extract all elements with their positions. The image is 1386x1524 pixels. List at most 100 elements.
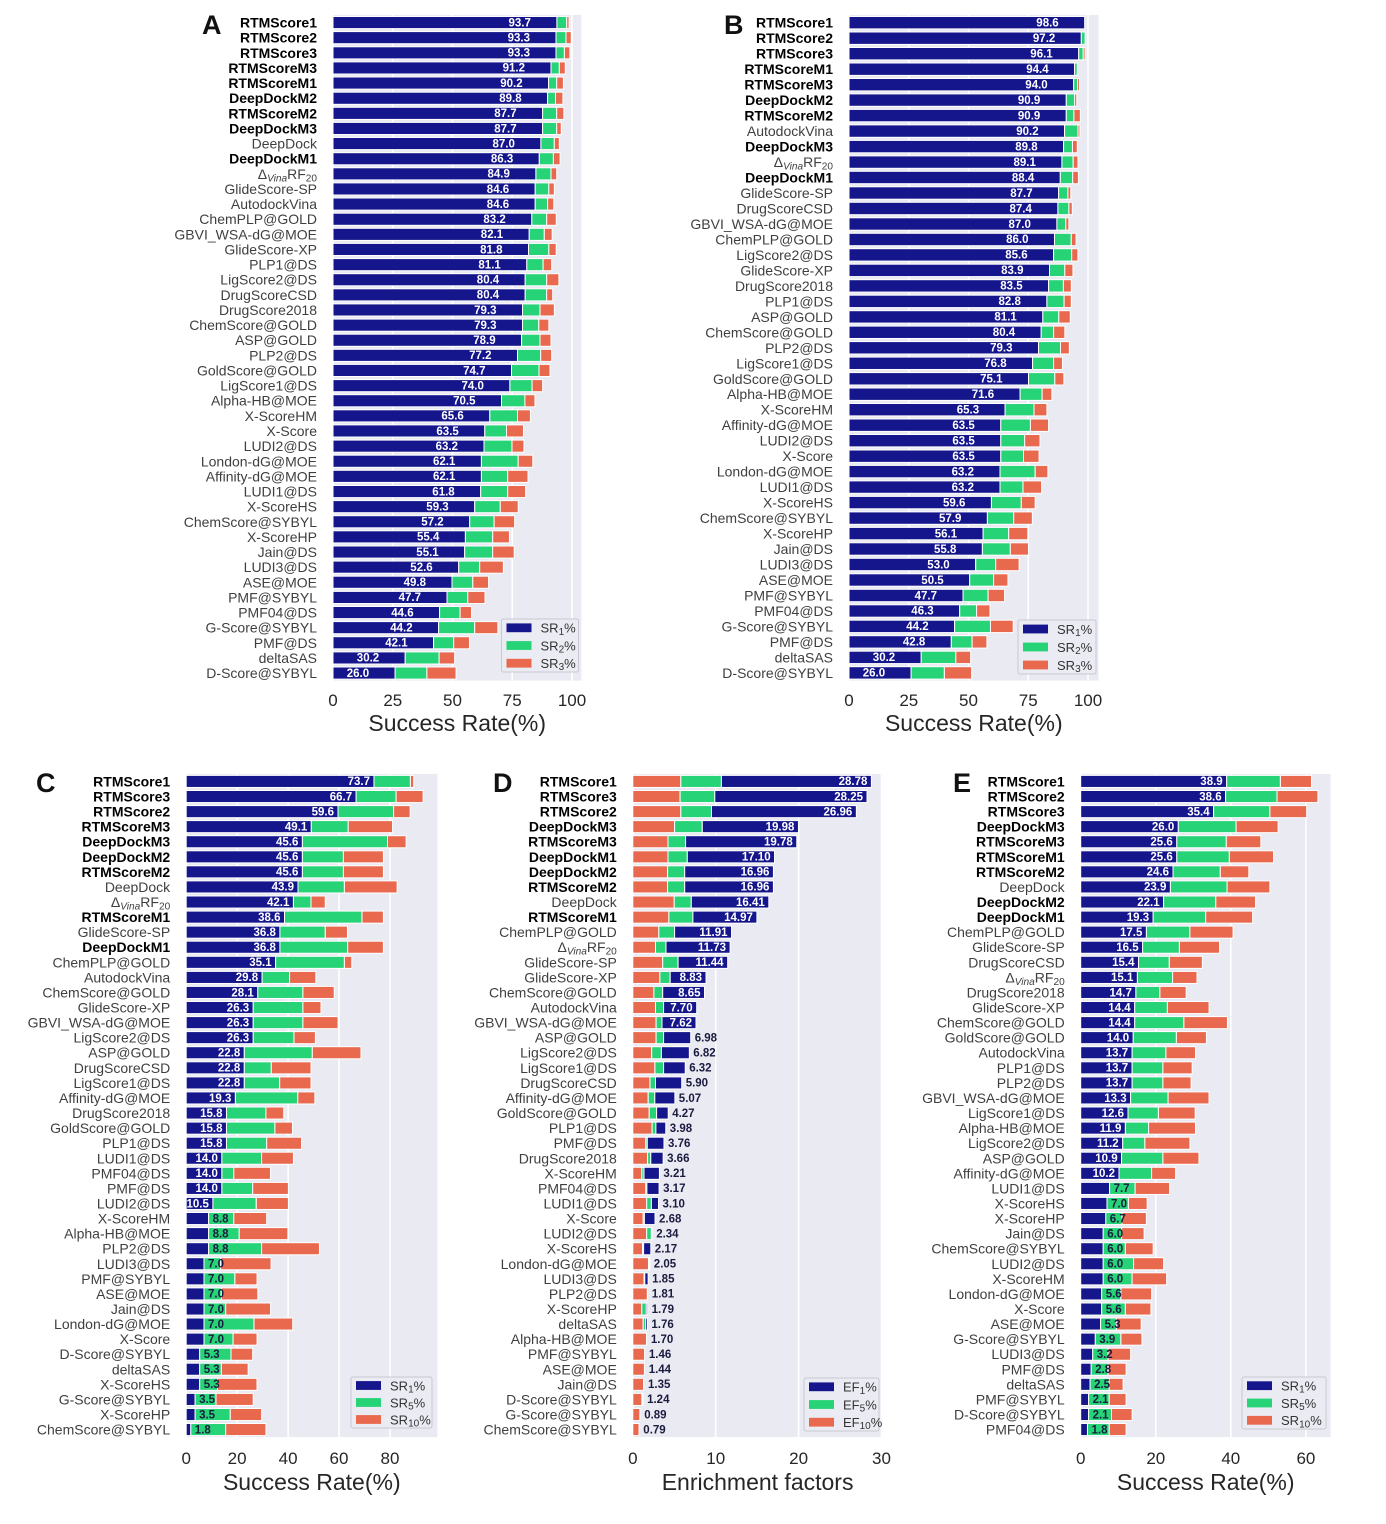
svg-text:42.1: 42.1: [385, 638, 408, 650]
svg-text:X-ScoreHM: X-ScoreHM: [98, 1211, 170, 1227]
svg-text:28.1: 28.1: [231, 987, 254, 999]
svg-text:ASP@GOLD: ASP@GOLD: [235, 332, 317, 348]
svg-text:7.0: 7.0: [208, 1319, 224, 1331]
svg-text:63.2: 63.2: [952, 482, 974, 494]
svg-text:ASE@MOE: ASE@MOE: [759, 572, 833, 588]
svg-text:ChemScore@GOLD: ChemScore@GOLD: [705, 324, 833, 340]
svg-text:17.5: 17.5: [1120, 927, 1143, 939]
svg-text:Success Rate(%): Success Rate(%): [1117, 1469, 1295, 1495]
svg-text:X-ScoreHS: X-ScoreHS: [547, 1241, 617, 1257]
svg-text:2.5: 2.5: [1094, 1379, 1111, 1391]
svg-text:70.5: 70.5: [453, 396, 476, 408]
svg-text:DeepDockM2: DeepDockM2: [529, 864, 617, 880]
svg-text:55.1: 55.1: [416, 547, 439, 559]
svg-text:1.35: 1.35: [648, 1379, 671, 1391]
svg-text:14.0: 14.0: [1107, 1033, 1129, 1045]
svg-text:LUDI3@DS: LUDI3@DS: [244, 559, 317, 575]
svg-text:63.2: 63.2: [952, 466, 974, 478]
svg-text:DrugScoreCSD: DrugScoreCSD: [737, 201, 833, 217]
svg-text:Affinity-dG@MOE: Affinity-dG@MOE: [506, 1090, 617, 1106]
svg-text:7.0: 7.0: [208, 1259, 224, 1271]
svg-text:3.2: 3.2: [1097, 1349, 1113, 1361]
svg-text:97.2: 97.2: [1033, 33, 1055, 45]
svg-text:RTMScore3: RTMScore3: [756, 46, 833, 62]
svg-text:X-Score: X-Score: [566, 1211, 617, 1227]
svg-text:DeepDock: DeepDock: [999, 879, 1065, 895]
svg-text:PMF@DS: PMF@DS: [107, 1180, 170, 1196]
svg-text:87.0: 87.0: [493, 138, 515, 150]
svg-text:10.9: 10.9: [1095, 1153, 1117, 1165]
svg-text:AutodockVina: AutodockVina: [979, 1045, 1065, 1061]
svg-text:30.2: 30.2: [873, 652, 895, 664]
svg-text:63.5: 63.5: [952, 420, 975, 432]
svg-text:5.3: 5.3: [204, 1349, 220, 1361]
svg-text:GBVI_WSA-dG@MOE: GBVI_WSA-dG@MOE: [28, 1015, 171, 1031]
svg-text:deltaSAS: deltaSAS: [558, 1316, 616, 1332]
svg-text:DeepDockM2: DeepDockM2: [745, 92, 833, 108]
svg-text:45.6: 45.6: [276, 852, 298, 864]
svg-text:Jain@DS: Jain@DS: [258, 544, 317, 560]
svg-text:1.24: 1.24: [647, 1394, 670, 1406]
svg-text:GoldScore@GOLD: GoldScore@GOLD: [50, 1120, 170, 1136]
svg-text:LigScore2@DS: LigScore2@DS: [220, 272, 317, 288]
svg-text:PMF04@DS: PMF04@DS: [91, 1165, 170, 1181]
svg-text:3.66: 3.66: [667, 1153, 689, 1165]
svg-text:44.2: 44.2: [906, 621, 928, 633]
svg-text:deltaSAS: deltaSAS: [775, 649, 833, 665]
svg-text:EF1%: EF1%: [843, 1380, 877, 1397]
svg-text:94.0: 94.0: [1025, 80, 1047, 92]
svg-text:PLP1@DS: PLP1@DS: [102, 1135, 170, 1151]
svg-text:AutodockVina: AutodockVina: [231, 196, 317, 212]
svg-text:56.1: 56.1: [935, 528, 958, 540]
svg-text:GlideScore-XP: GlideScore-XP: [524, 969, 617, 985]
svg-text:LigScore1@DS: LigScore1@DS: [220, 378, 317, 394]
svg-text:X-Score: X-Score: [782, 448, 833, 464]
svg-text:G-Score@SYBYL: G-Score@SYBYL: [59, 1391, 171, 1407]
svg-text:57.9: 57.9: [939, 513, 961, 525]
svg-text:84.9: 84.9: [488, 169, 510, 181]
svg-text:LigScore2@DS: LigScore2@DS: [73, 1030, 170, 1046]
svg-text:Alpha-HB@MOE: Alpha-HB@MOE: [64, 1226, 170, 1242]
svg-text:23.9: 23.9: [1144, 882, 1166, 894]
svg-text:G-Score@SYBYL: G-Score@SYBYL: [505, 1407, 617, 1423]
svg-text:ChemPLP@GOLD: ChemPLP@GOLD: [947, 924, 1065, 940]
svg-text:RTMScore2: RTMScore2: [540, 804, 617, 820]
svg-text:2.68: 2.68: [659, 1213, 682, 1225]
svg-text:89.8: 89.8: [499, 93, 522, 105]
svg-text:28.78: 28.78: [839, 776, 868, 788]
svg-text:GoldScore@GOLD: GoldScore@GOLD: [713, 371, 833, 387]
svg-text:RTMScore3: RTMScore3: [988, 804, 1065, 820]
svg-text:RTMScoreM2: RTMScoreM2: [528, 879, 617, 895]
svg-text:25: 25: [383, 691, 402, 710]
svg-text:PMF04@DS: PMF04@DS: [754, 603, 833, 619]
svg-text:80.4: 80.4: [477, 275, 500, 287]
svg-text:62.1: 62.1: [433, 456, 456, 468]
svg-text:38.6: 38.6: [1199, 791, 1221, 803]
svg-text:PMF04@DS: PMF04@DS: [538, 1180, 617, 1196]
svg-text:RTMScore1: RTMScore1: [988, 773, 1065, 789]
svg-text:ASP@GOLD: ASP@GOLD: [88, 1045, 170, 1061]
svg-text:Alpha-HB@MOE: Alpha-HB@MOE: [511, 1331, 617, 1347]
svg-text:5.90: 5.90: [686, 1078, 708, 1090]
svg-text:26.0: 26.0: [1152, 822, 1174, 834]
svg-text:53.0: 53.0: [927, 559, 949, 571]
svg-text:DeepDockM2: DeepDockM2: [229, 90, 317, 106]
svg-text:74.0: 74.0: [462, 380, 484, 392]
svg-text:GoldScore@GOLD: GoldScore@GOLD: [197, 363, 317, 379]
svg-text:DeepDock: DeepDock: [252, 136, 318, 152]
svg-text:DrugScoreCSD: DrugScoreCSD: [520, 1075, 616, 1091]
svg-text:GBVI_WSA-dG@MOE: GBVI_WSA-dG@MOE: [690, 216, 833, 232]
svg-text:RTMScore2: RTMScore2: [756, 30, 833, 46]
svg-text:RTMScoreM1: RTMScoreM1: [976, 849, 1065, 865]
svg-text:14.0: 14.0: [196, 1183, 218, 1195]
svg-text:65.6: 65.6: [441, 411, 463, 423]
svg-text:RTMScoreM2: RTMScoreM2: [228, 105, 317, 121]
svg-text:LUDI1@DS: LUDI1@DS: [244, 484, 317, 500]
svg-text:87.7: 87.7: [494, 123, 516, 135]
svg-text:AutodockVina: AutodockVina: [747, 123, 833, 139]
svg-text:6.82: 6.82: [693, 1048, 715, 1060]
svg-text:SR1%: SR1%: [390, 1378, 426, 1395]
svg-text:PMF@SYBYL: PMF@SYBYL: [744, 588, 833, 604]
svg-text:25.6: 25.6: [1150, 852, 1172, 864]
svg-text:47.7: 47.7: [915, 590, 937, 602]
